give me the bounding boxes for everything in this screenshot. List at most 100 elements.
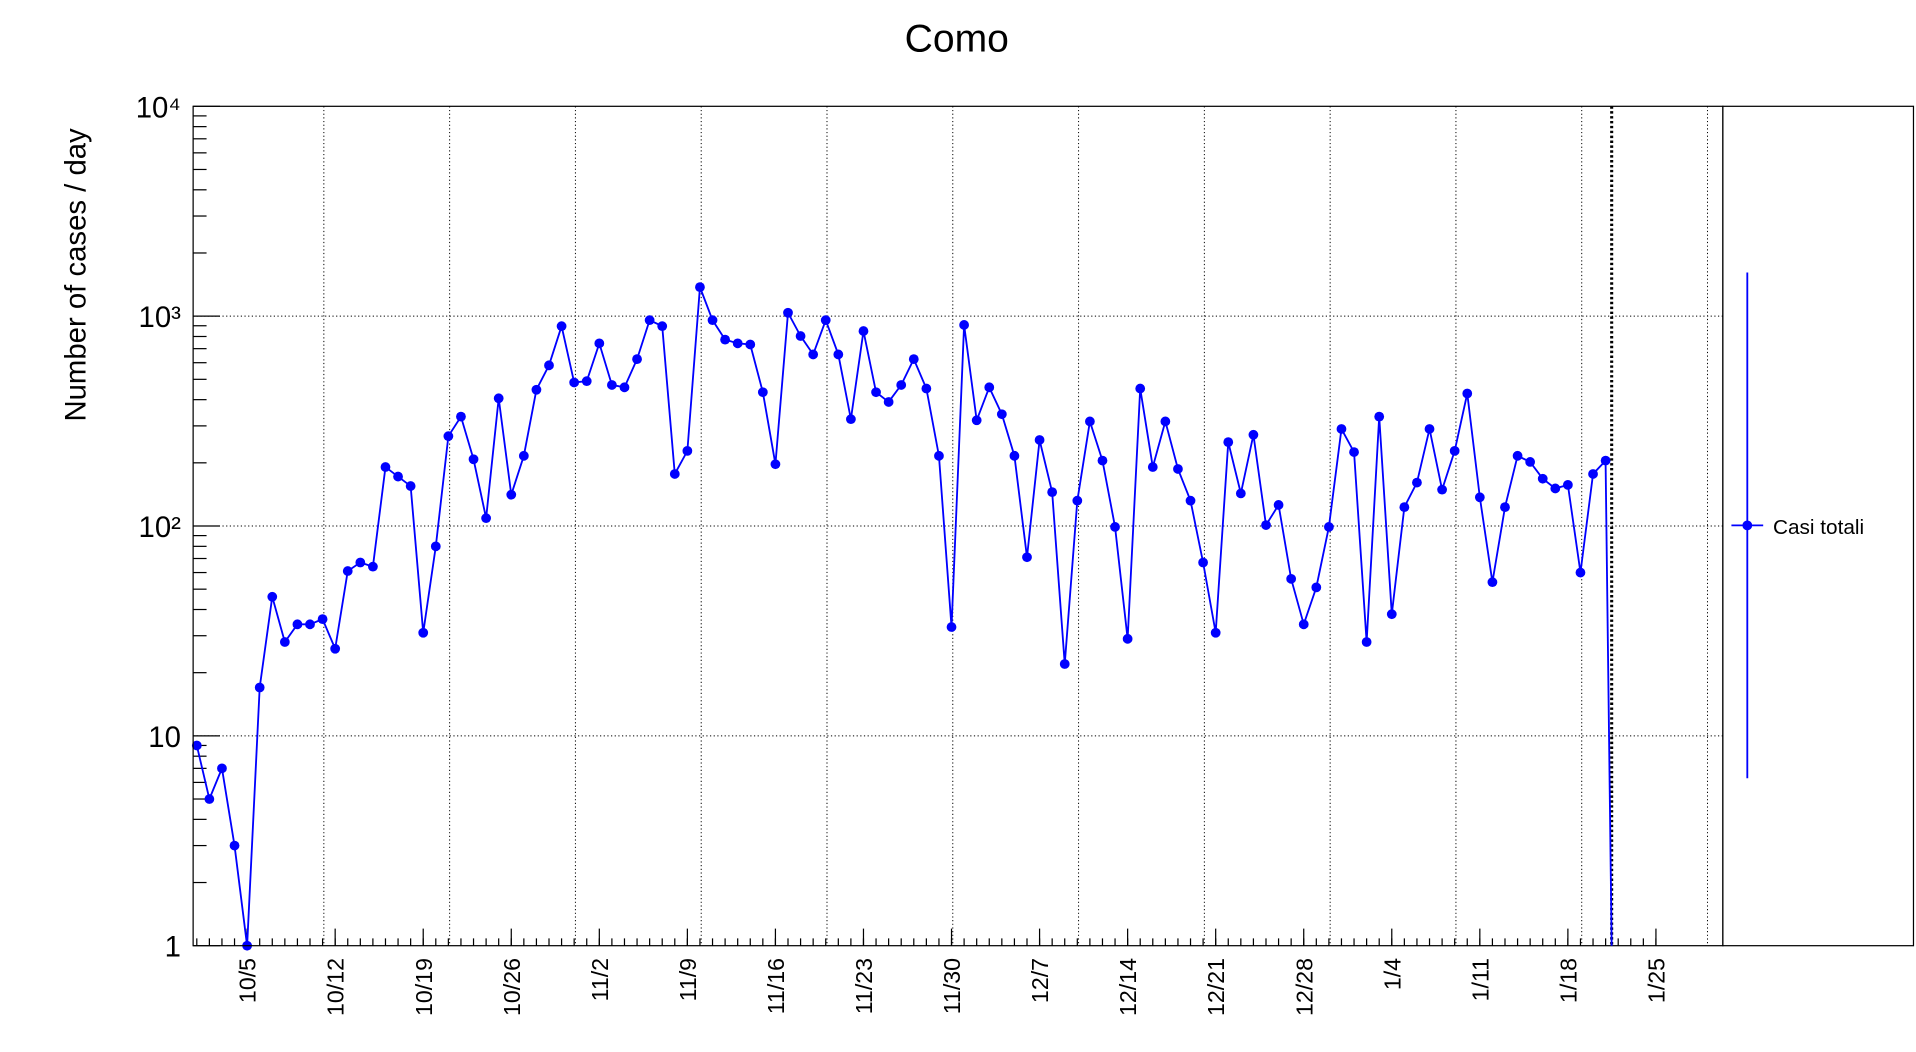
y-tick-label: 10 bbox=[148, 721, 181, 754]
data-point bbox=[229, 840, 240, 851]
data-point bbox=[1588, 469, 1598, 479]
data-point bbox=[1512, 450, 1523, 461]
data-point bbox=[808, 349, 819, 360]
data-point bbox=[531, 384, 542, 395]
data-point bbox=[254, 682, 265, 693]
data-point bbox=[1311, 582, 1322, 593]
data-point bbox=[1374, 411, 1385, 422]
x-tick-label: 10/5 bbox=[235, 958, 261, 1003]
data-point bbox=[607, 380, 617, 390]
data-point bbox=[1298, 619, 1309, 630]
y-tick-label: 10² bbox=[139, 511, 182, 544]
data-point bbox=[418, 627, 429, 638]
data-point bbox=[393, 471, 403, 482]
legend-marker bbox=[1742, 520, 1753, 531]
x-tick-label: 1/11 bbox=[1467, 958, 1493, 1001]
data-point bbox=[757, 387, 768, 398]
data-point bbox=[279, 637, 290, 647]
data-point bbox=[896, 380, 907, 390]
data-point bbox=[1349, 447, 1359, 457]
data-point bbox=[908, 354, 919, 365]
data-point bbox=[1261, 520, 1271, 530]
data-point bbox=[1412, 477, 1422, 488]
data-point bbox=[191, 740, 202, 751]
data-point bbox=[745, 339, 756, 350]
data-point bbox=[481, 513, 491, 524]
data-point bbox=[1537, 473, 1548, 484]
data-point bbox=[1474, 492, 1485, 503]
data-point bbox=[443, 431, 454, 442]
data-point bbox=[380, 462, 391, 472]
data-point bbox=[1198, 557, 1208, 568]
data-point bbox=[518, 450, 529, 461]
y-axis-title: Number of cases / day bbox=[60, 128, 93, 422]
data-point bbox=[594, 338, 605, 349]
data-point bbox=[569, 377, 580, 388]
x-tick-label: 11/23 bbox=[851, 958, 877, 1014]
data-point bbox=[1562, 480, 1573, 490]
data-point bbox=[456, 411, 466, 422]
data-point bbox=[1273, 500, 1284, 510]
data-point bbox=[619, 382, 630, 393]
data-point bbox=[971, 415, 982, 426]
data-point bbox=[405, 481, 416, 491]
data-point bbox=[846, 414, 856, 425]
data-point bbox=[493, 393, 504, 404]
data-point bbox=[669, 469, 680, 479]
data-point bbox=[1487, 577, 1498, 588]
x-tick-label: 12/7 bbox=[1027, 958, 1053, 1003]
data-point bbox=[959, 320, 969, 330]
data-point bbox=[1462, 388, 1473, 399]
data-point bbox=[707, 315, 718, 326]
x-tick-label: 11/16 bbox=[763, 958, 789, 1014]
data-point bbox=[946, 622, 957, 632]
data-point bbox=[1600, 455, 1611, 466]
data-point bbox=[1097, 455, 1108, 466]
y-tick-label: 1 bbox=[165, 931, 181, 964]
x-tick-label: 1/4 bbox=[1379, 958, 1405, 990]
data-point bbox=[657, 321, 668, 332]
x-tick-label: 12/14 bbox=[1115, 958, 1141, 1016]
data-point bbox=[1449, 445, 1460, 456]
data-point bbox=[556, 321, 567, 332]
legend-label: Casi totali bbox=[1773, 516, 1864, 539]
data-point bbox=[1110, 522, 1120, 532]
data-point bbox=[1022, 552, 1032, 563]
data-point bbox=[581, 376, 592, 387]
x-tick-label: 12/21 bbox=[1203, 958, 1229, 1016]
chart-title: Como bbox=[905, 17, 1009, 60]
data-point bbox=[368, 561, 378, 572]
data-point bbox=[1047, 487, 1058, 498]
data-point bbox=[783, 307, 793, 318]
data-point bbox=[1336, 424, 1347, 434]
data-point bbox=[342, 566, 353, 576]
drop-line bbox=[1604, 460, 1613, 946]
data-point bbox=[820, 315, 831, 326]
data-point bbox=[682, 445, 693, 456]
data-point bbox=[871, 387, 881, 398]
data-point bbox=[1072, 495, 1083, 506]
data-point bbox=[1085, 416, 1095, 427]
data-point bbox=[204, 794, 215, 804]
x-tick-label: 11/9 bbox=[675, 958, 701, 1001]
data-point bbox=[1210, 627, 1221, 638]
data-point bbox=[1147, 462, 1158, 472]
data-point bbox=[330, 643, 341, 654]
data-point bbox=[1235, 488, 1246, 499]
data-point bbox=[1424, 424, 1435, 434]
data-point bbox=[833, 349, 844, 360]
data-point bbox=[1500, 502, 1510, 513]
x-tick-label: 1/25 bbox=[1643, 958, 1669, 1003]
data-point bbox=[1185, 495, 1196, 506]
legend-frame bbox=[1722, 105, 1915, 947]
data-point bbox=[934, 450, 944, 461]
data-point bbox=[267, 591, 278, 602]
data-point bbox=[984, 382, 995, 393]
data-point bbox=[795, 331, 806, 341]
data-point bbox=[732, 338, 743, 349]
data-point bbox=[1525, 457, 1536, 467]
data-point bbox=[858, 326, 869, 336]
data-point bbox=[1135, 383, 1146, 394]
